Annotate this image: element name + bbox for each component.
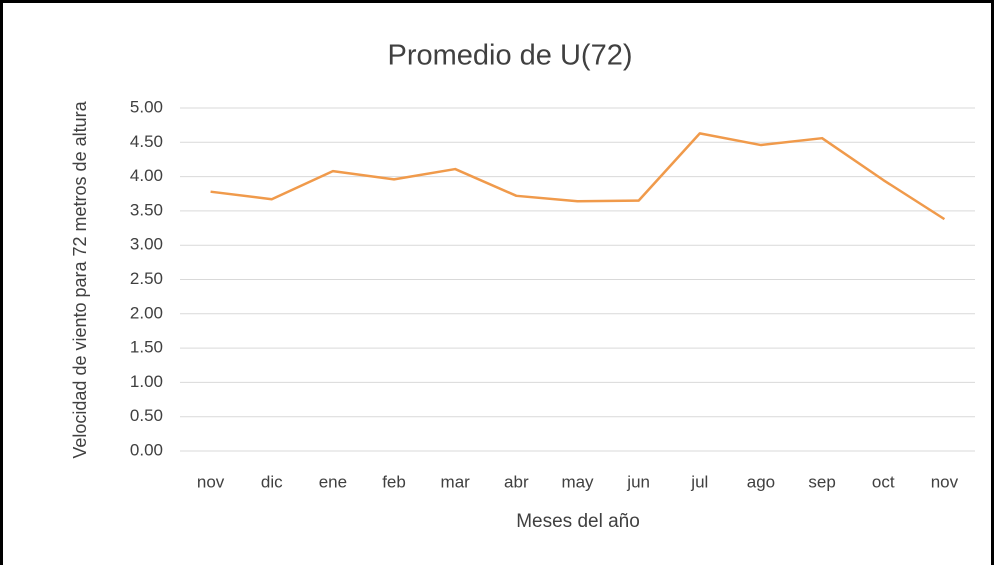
x-tick-label: jun [626, 472, 650, 491]
y-axis-label: Velocidad de viento para 72 metros de al… [70, 101, 90, 459]
y-tick-label: 4.00 [130, 166, 163, 185]
y-tick-label: 2.50 [130, 269, 163, 288]
x-tick-label: nov [197, 472, 225, 491]
chart-title: Promedio de U(72) [388, 40, 633, 72]
y-tick-label: 5.00 [130, 97, 163, 116]
x-tick-label: ago [747, 472, 775, 491]
x-tick-label: nov [931, 472, 959, 491]
x-tick-label: abr [504, 472, 529, 491]
y-tick-label: 0.50 [130, 406, 163, 425]
y-tick-label: 2.00 [130, 303, 163, 322]
y-tick-label: 1.00 [130, 372, 163, 391]
x-tick-label: jul [690, 472, 708, 491]
x-axis-label: Meses del año [516, 511, 640, 532]
y-tick-label: 4.50 [130, 132, 163, 151]
x-tick-label: mar [441, 472, 471, 491]
x-tick-label: feb [382, 472, 406, 491]
y-tick-label: 3.50 [130, 200, 163, 219]
x-tick-label: oct [872, 472, 895, 491]
y-tick-label: 0.00 [130, 440, 163, 459]
line-series [210, 132, 946, 221]
x-tick-label: sep [808, 472, 835, 491]
y-tick-label: 1.50 [130, 338, 163, 357]
y-tick-label: 3.00 [130, 235, 163, 254]
x-tick-label: may [561, 472, 594, 491]
x-tick-label: dic [261, 472, 283, 491]
x-tick-label: ene [319, 472, 347, 491]
